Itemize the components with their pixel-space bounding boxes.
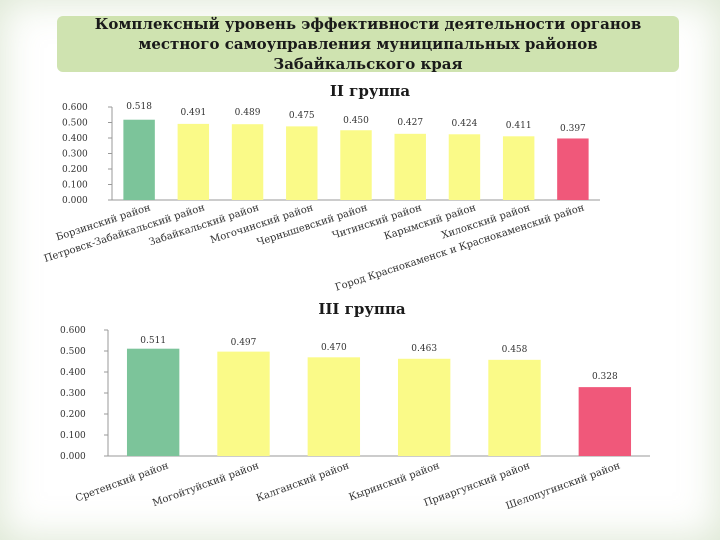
bar	[502, 136, 535, 200]
chart-title: III группа	[318, 300, 406, 318]
y-tick-label: 0.000	[62, 196, 88, 206]
y-tick-label: 0.400	[60, 368, 86, 378]
bar	[578, 387, 632, 456]
bar	[286, 126, 318, 200]
bar	[394, 133, 426, 200]
y-tick-label: 0.200	[62, 165, 88, 175]
data-label: 0.470	[321, 343, 347, 353]
bar	[448, 134, 481, 200]
bar	[231, 124, 264, 200]
y-tick-label: 0.600	[60, 326, 86, 336]
y-tick-label: 0.400	[62, 134, 88, 144]
bar	[177, 123, 210, 200]
data-label: 0.427	[397, 118, 423, 128]
data-label: 0.463	[411, 344, 437, 354]
y-tick-label: 0.000	[60, 452, 86, 462]
y-tick-label: 0.100	[62, 181, 88, 191]
data-label: 0.397	[560, 124, 586, 134]
data-label: 0.450	[343, 116, 369, 126]
data-label: 0.328	[592, 372, 618, 382]
data-label: 0.511	[140, 336, 166, 346]
y-tick-label: 0.300	[62, 150, 88, 160]
y-tick-label: 0.500	[60, 347, 86, 357]
bar	[217, 351, 270, 456]
slide-title: Комплексный уровень эффективности деятел…	[94, 15, 642, 73]
y-tick-label: 0.200	[60, 410, 86, 420]
y-tick-label: 0.100	[60, 431, 86, 441]
bar	[126, 348, 180, 456]
slide-title-box: Комплексный уровень эффективности деятел…	[57, 15, 679, 73]
data-label: 0.497	[231, 338, 257, 348]
data-label: 0.475	[289, 111, 315, 121]
bar	[123, 119, 155, 200]
y-tick-label: 0.500	[62, 119, 88, 129]
chart-title: II группа	[330, 82, 410, 100]
data-label: 0.489	[235, 108, 261, 118]
data-label: 0.491	[180, 108, 206, 118]
y-tick-label: 0.300	[60, 389, 86, 399]
bar	[557, 138, 589, 200]
data-label: 0.411	[506, 121, 532, 131]
y-tick-label: 0.600	[62, 103, 88, 113]
bar	[340, 130, 372, 200]
data-label: 0.518	[126, 102, 152, 112]
bar	[488, 359, 541, 456]
category-label: Калганский район	[255, 460, 351, 504]
data-label: 0.424	[452, 119, 478, 129]
data-label: 0.458	[502, 345, 528, 355]
bar	[397, 358, 451, 456]
bar	[307, 357, 361, 456]
